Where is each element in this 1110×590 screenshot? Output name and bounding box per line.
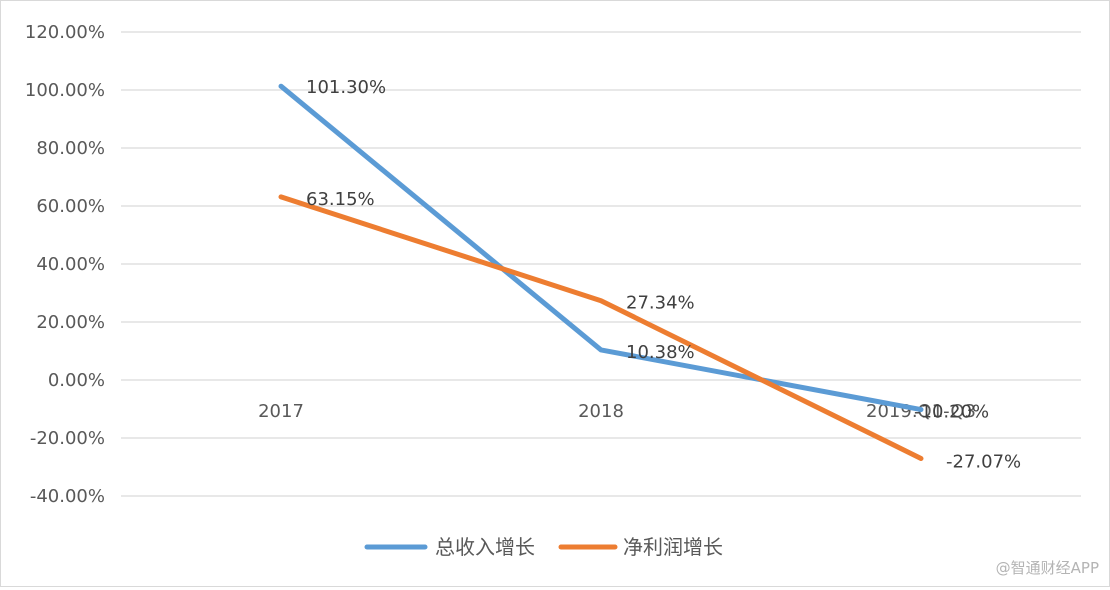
y-tick-label: 60.00% — [36, 196, 105, 217]
series-line-1 — [278, 83, 924, 413]
data-label: 10.38% — [626, 342, 695, 363]
y-axis: 120.00% 100.00% 80.00% 60.00% 40.00% 20.00% 0.… — [25, 22, 105, 507]
x-tick-label: 2017 — [258, 401, 304, 422]
legend-label: 总收入增长 — [435, 535, 535, 559]
data-label: 63.15% — [306, 189, 375, 210]
data-label: 27.34% — [626, 293, 695, 314]
watermark: @智通财经APP — [996, 559, 1099, 577]
data-label: -27.07% — [946, 452, 1021, 473]
y-tick-label: -40.00% — [30, 486, 105, 507]
data-labels: 101.30% 10.38% -10.20% 63.15% 27.34% -27.07% — [306, 77, 1021, 472]
gridlines — [121, 31, 1081, 497]
series-group — [278, 83, 924, 462]
y-tick-label: 20.00% — [36, 312, 105, 333]
y-tick-label: 100.00% — [25, 80, 105, 101]
y-tick-label: 40.00% — [36, 254, 105, 275]
legend: 总收入增长 净利润增长 — [364, 535, 723, 559]
y-tick-label: 80.00% — [36, 138, 105, 159]
x-axis: 2017 2018 2019.Q1-Q3 — [258, 401, 976, 422]
legend-label: 净利润增长 — [623, 535, 723, 559]
series-line-2 — [278, 194, 924, 462]
data-label: 101.30% — [306, 77, 386, 98]
y-tick-label: -20.00% — [30, 428, 105, 449]
y-tick-label: 120.00% — [25, 22, 105, 43]
y-tick-label: 0.00% — [48, 370, 105, 391]
x-tick-label: 2018 — [578, 401, 624, 422]
data-label: -10.20% — [914, 402, 989, 423]
